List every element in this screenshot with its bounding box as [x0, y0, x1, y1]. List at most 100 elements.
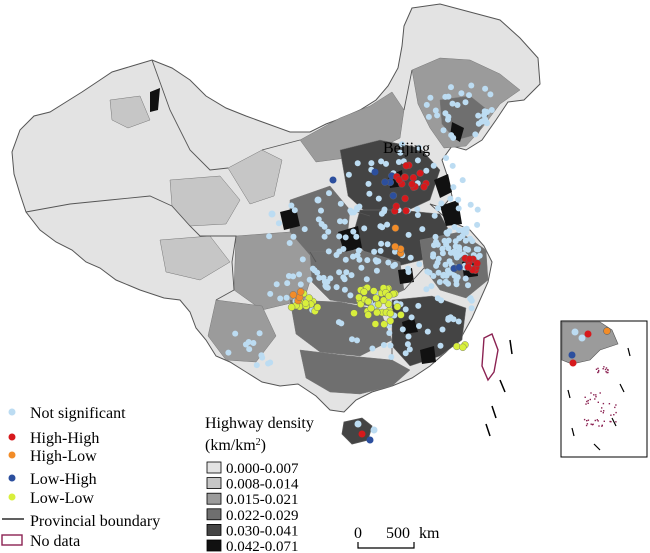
inset-island-speck: [595, 368, 598, 370]
region-darkest-5: [280, 208, 300, 230]
point-not-significant: [384, 241, 391, 248]
point-not-significant: [250, 340, 257, 346]
inset-point-low-high: [568, 351, 576, 359]
inset-island-speck: [601, 425, 603, 427]
point-low-low: [371, 320, 380, 328]
inset-island-speck: [615, 404, 617, 406]
density-legend: Highway density (km/km2) 0.000-0.0070.00…: [205, 415, 314, 553]
inset-island-speck: [607, 371, 609, 374]
inset-island-speck: [602, 412, 604, 414]
density-swatch: [206, 492, 222, 505]
boundary-qinghai-tibet: [171, 205, 210, 237]
point-low-low: [364, 311, 372, 319]
region-gansu: [227, 149, 283, 205]
point-not-significant: [468, 82, 475, 89]
point-high-high: [465, 255, 474, 263]
inset-island-speck: [614, 406, 616, 409]
inset-island-speck: [605, 371, 607, 373]
point-low-low: [350, 309, 358, 317]
point-not-significant: [455, 318, 462, 325]
legend-label-boundary: Provincial boundary: [30, 513, 160, 530]
point-low-low: [367, 304, 375, 312]
point-not-significant: [350, 253, 356, 260]
point-not-significant: [434, 295, 441, 302]
density-class-label: 0.015-0.021: [226, 492, 299, 508]
inset-island-speck: [602, 368, 604, 370]
point-not-significant: [423, 101, 430, 108]
inset-island-speck: [608, 403, 611, 405]
inset-dash: [593, 443, 601, 451]
point-not-significant: [387, 342, 394, 349]
point-low-low: [301, 299, 310, 307]
point-not-significant: [442, 261, 449, 268]
point-not-significant: [325, 228, 332, 235]
legend-dot-low-high: [8, 474, 16, 482]
point-not-significant: [440, 127, 447, 134]
point-high-high: [473, 259, 481, 267]
beijing-label: Beijing: [383, 140, 430, 157]
point-not-significant: [321, 233, 328, 240]
inset-island-speck: [603, 366, 605, 368]
inset-island-speck: [601, 424, 603, 426]
point-high-low: [289, 291, 297, 299]
point-not-significant: [225, 349, 232, 356]
point-not-significant: [439, 326, 446, 333]
inset-island-speck: [604, 368, 607, 371]
point-not-significant: [275, 220, 282, 227]
point-not-significant: [336, 248, 343, 255]
point-low-low: [287, 303, 296, 311]
point-not-significant: [337, 200, 344, 207]
point-high-high: [420, 183, 428, 191]
inset-island-speck: [597, 367, 599, 370]
point-not-significant: [416, 323, 422, 329]
point-not-significant: [354, 420, 362, 428]
point-low-high: [329, 176, 337, 184]
point-not-significant: [333, 284, 340, 291]
nine-dash-line: [485, 339, 513, 437]
density-class-label: 0.030-0.041: [226, 523, 299, 539]
point-not-significant: [390, 263, 397, 269]
point-not-significant: [435, 269, 442, 276]
region-darkest-2: [434, 174, 452, 198]
point-not-significant: [342, 234, 349, 241]
point-not-significant: [384, 221, 391, 228]
dash-segment: [485, 423, 491, 437]
point-not-significant: [268, 210, 276, 218]
point-not-significant: [449, 162, 456, 169]
point-not-significant: [306, 276, 313, 283]
legend-dot-not-significant: [8, 408, 16, 416]
inset-island-speck: [601, 407, 603, 409]
point-not-significant: [483, 119, 490, 126]
region-tibet-east: [159, 235, 231, 281]
inset-island-speck: [583, 418, 586, 421]
point-not-significant: [397, 149, 404, 156]
point-not-significant: [455, 196, 462, 203]
point-not-significant: [399, 141, 405, 148]
point-not-significant: [256, 330, 263, 337]
inset-island-speck: [585, 424, 588, 427]
point-not-significant: [232, 330, 239, 337]
point-low-low: [393, 303, 402, 311]
point-not-significant: [408, 314, 415, 321]
point-not-significant: [323, 284, 330, 291]
point-not-significant: [399, 326, 406, 333]
point-not-significant: [430, 251, 437, 258]
density-units-prefix: (km/km: [205, 437, 256, 454]
point-not-significant: [342, 256, 349, 263]
point-not-significant: [355, 247, 362, 254]
point-low-high: [371, 168, 379, 176]
point-not-significant: [414, 212, 421, 218]
point-not-significant: [445, 116, 451, 123]
point-not-significant: [452, 238, 459, 245]
point-not-significant: [343, 269, 350, 276]
point-low-low: [385, 292, 393, 300]
point-not-significant: [338, 320, 345, 327]
density-swatch: [206, 539, 222, 552]
scale-bar: 0 500 km: [354, 525, 440, 549]
point-not-significant: [337, 218, 343, 225]
point-not-significant: [438, 200, 445, 207]
region-xinjiang-band: [109, 95, 151, 129]
point-not-significant: [381, 206, 388, 213]
point-not-significant: [428, 283, 435, 290]
density-class-label: 0.042-0.071: [226, 539, 299, 553]
